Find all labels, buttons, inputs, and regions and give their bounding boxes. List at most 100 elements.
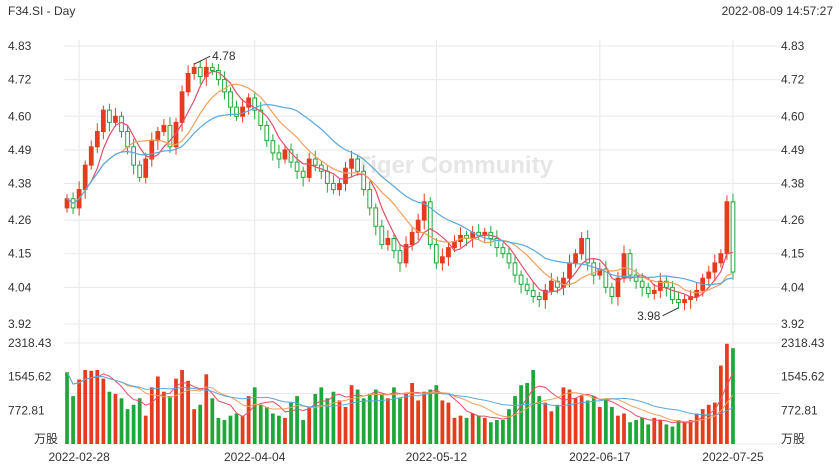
volume-bar: [349, 385, 354, 444]
volume-bar: [107, 391, 112, 444]
price-tick-left: 4.38: [8, 176, 32, 190]
volume-bar: [113, 393, 118, 444]
volume-bar: [77, 379, 82, 444]
candle-body: [125, 131, 130, 148]
volume-bar: [222, 420, 227, 444]
candle-body: [312, 158, 318, 166]
price-tick-left: 4.72: [8, 73, 32, 87]
candle-body: [288, 149, 294, 163]
candle-body: [276, 152, 282, 160]
candle-body: [179, 91, 185, 123]
volume-bar: [162, 391, 166, 444]
candle-body: [494, 237, 500, 249]
date-tick: 2022-02-28: [48, 450, 110, 464]
volume-tick-right: 772.81: [781, 403, 818, 417]
volume-bar: [428, 389, 433, 444]
volume-bar: [501, 420, 505, 444]
volume-bar: [531, 369, 536, 444]
volume-bar: [640, 417, 645, 444]
volume-bar: [682, 422, 687, 444]
date-tick: 2022-04-04: [224, 450, 286, 464]
candle-body: [567, 262, 572, 279]
volume-bar: [579, 396, 584, 444]
candle-body: [645, 286, 651, 294]
candle-body: [548, 280, 554, 291]
candle-body: [270, 140, 276, 154]
high-annotation-leader: [193, 55, 211, 65]
volume-bar: [422, 391, 427, 444]
candle-body: [107, 109, 112, 123]
volume-bar: [155, 376, 160, 444]
volume-bar: [591, 396, 596, 444]
volume-bar: [331, 391, 336, 444]
volume-bar: [180, 369, 184, 444]
candle-body: [706, 271, 712, 279]
volume-bar: [337, 400, 342, 444]
volume-bar: [555, 404, 560, 444]
low-annotation-leader: [662, 307, 679, 317]
volume-bar: [440, 400, 445, 444]
volume-tick-left: 1545.62: [8, 370, 52, 384]
volume-bar: [277, 415, 281, 444]
candle-body: [615, 277, 621, 298]
volume-bar: [125, 409, 130, 444]
candle-body: [609, 286, 615, 298]
candle-body: [555, 280, 560, 288]
volume-bar: [65, 372, 69, 444]
volume-bar: [119, 398, 124, 444]
volume-bar: [519, 385, 523, 444]
candle-body: [88, 146, 94, 166]
candle-body: [379, 225, 385, 246]
price-tick-left: 4.83: [8, 39, 32, 53]
candle-body: [446, 247, 451, 258]
volume-bar: [240, 415, 245, 444]
volume-bar: [101, 378, 106, 444]
volume-bar: [143, 415, 148, 444]
candle-body: [397, 250, 403, 264]
volume-bar: [289, 402, 293, 444]
candle-body: [209, 66, 215, 71]
volume-bar: [585, 400, 590, 444]
volume-bar: [264, 406, 269, 444]
candle-body: [670, 286, 675, 301]
candle-body: [415, 219, 421, 233]
volume-bar: [482, 417, 487, 444]
candle-body: [633, 274, 639, 282]
axis-labels: 4.83 4.83 4.72 4.72 4.60 4.60 4.49 4.49 4.38 4.38…: [8, 39, 825, 464]
candle-body: [682, 299, 687, 304]
volume-bar: [628, 422, 632, 444]
volume-bar: [313, 393, 318, 444]
candle-body: [355, 158, 360, 172]
candle-body: [579, 237, 584, 255]
volume-bar: [392, 387, 396, 444]
candle-body: [433, 244, 439, 264]
moving-average-lines: [66, 70, 734, 299]
price-tick-right: 4.83: [781, 39, 805, 53]
candle-body: [149, 140, 155, 160]
candle-body: [585, 237, 591, 264]
candle-body: [349, 158, 354, 169]
volume-bar: [573, 398, 578, 444]
volume-bar: [658, 420, 663, 444]
volume-bar: [379, 393, 384, 444]
candle-body: [367, 189, 373, 209]
price-tick-right: 4.26: [781, 213, 805, 227]
candle-body: [440, 256, 445, 264]
price-tick-left: 4.60: [8, 109, 32, 123]
candle-body: [724, 201, 730, 255]
volume-bar: [404, 393, 408, 444]
ma10-line: [66, 83, 734, 294]
volume-bar: [246, 396, 251, 444]
price-tick-left: 4.49: [8, 143, 32, 157]
candle-body: [94, 131, 100, 148]
candle-body: [306, 158, 312, 178]
volume-bar: [307, 406, 312, 444]
candle-body: [258, 109, 264, 126]
candle-body: [131, 146, 136, 166]
volume-bar: [725, 343, 729, 444]
volume-bar: [373, 389, 378, 444]
volume-bar: [543, 402, 548, 444]
volume-bar: [168, 396, 172, 444]
volume-bar: [131, 404, 136, 444]
